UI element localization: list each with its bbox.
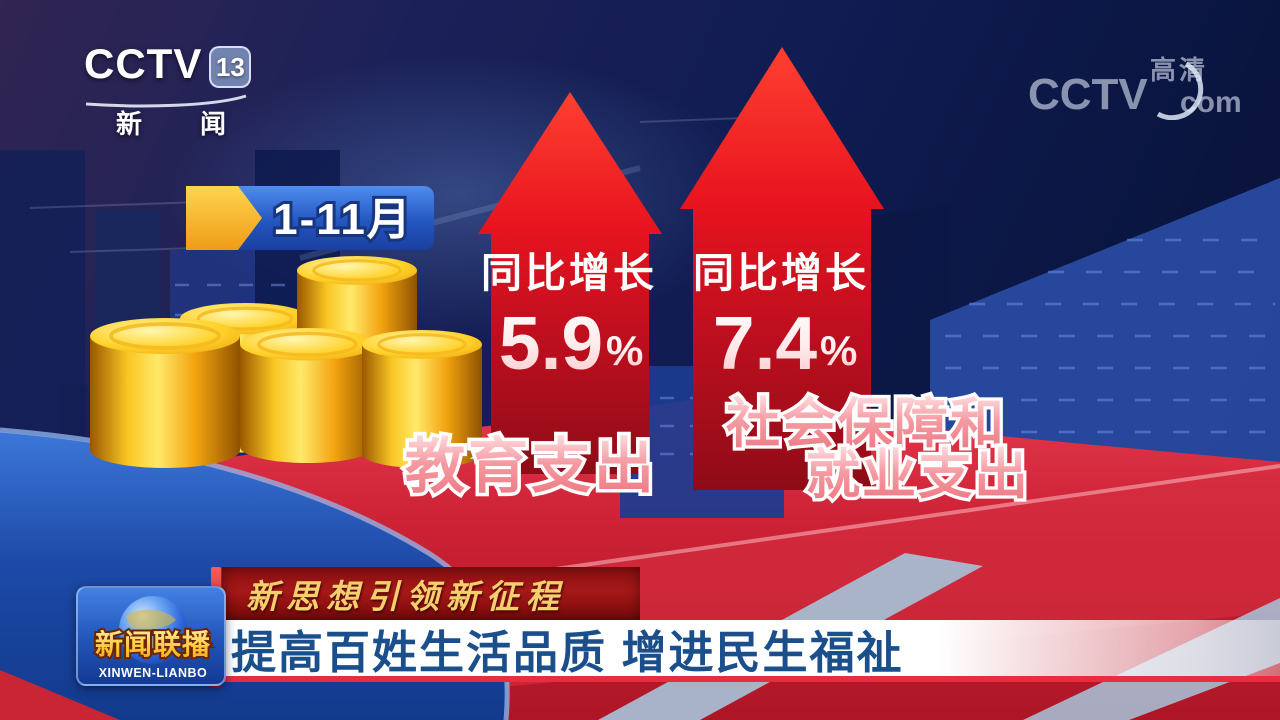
- globe-icon: [119, 596, 187, 664]
- watermark-domain: com: [1180, 86, 1242, 119]
- watermark: CCTV 高清 com: [1028, 50, 1263, 125]
- growth-value: 5.9: [499, 301, 603, 385]
- up-arrow-shape: [680, 47, 884, 490]
- series-title-banner: 新思想引领新征程: [222, 567, 640, 620]
- channel-name: 新 闻: [116, 104, 226, 141]
- up-arrow-shape: [478, 92, 662, 474]
- headline-banner: 提高百姓生活品质 增进民生福祉: [215, 620, 1280, 682]
- watermark-brand: CCTV: [1028, 70, 1148, 119]
- category-label-education: 教育支出: [405, 433, 657, 500]
- growth-unit: %: [606, 327, 643, 374]
- program-logo: 新闻联播 XINWEN-LIANBO: [76, 586, 226, 686]
- badge-tag-icon: [186, 186, 262, 250]
- logo-swoosh-icon: [85, 94, 247, 108]
- growth-unit: %: [820, 327, 857, 374]
- watermark-swoosh-icon: [1156, 61, 1204, 120]
- series-title: 新思想引领新征程: [246, 579, 566, 616]
- headline-text: 提高百姓生活品质 增进民生福祉: [231, 626, 904, 678]
- growth-value: 7.4: [713, 301, 818, 385]
- growth-arrow-social-security: 同比增长 7.4 %: [680, 47, 884, 490]
- badge-label: 1-11月: [273, 195, 413, 244]
- channel-name-char: 新: [116, 109, 143, 139]
- growth-label: 同比增长: [693, 250, 869, 296]
- category-label-social-line1: 社会保障和: [726, 394, 1006, 454]
- growth-label: 同比增长: [481, 250, 657, 296]
- channel-name-char: 闻: [199, 109, 226, 139]
- channel-number-badge: 13: [209, 46, 252, 88]
- period-badge: 1-11月: [186, 186, 434, 250]
- program-subtitle: XINWEN-LIANBO: [99, 666, 208, 680]
- channel-brand: CCTV: [84, 40, 203, 87]
- program-title: 新闻联播: [95, 629, 211, 660]
- category-label-social-line2: 就业支出: [806, 445, 1030, 505]
- growth-arrow-education: 同比增长 5.9 %: [478, 92, 662, 474]
- channel-logo: CCTV 13 新 闻: [84, 42, 284, 142]
